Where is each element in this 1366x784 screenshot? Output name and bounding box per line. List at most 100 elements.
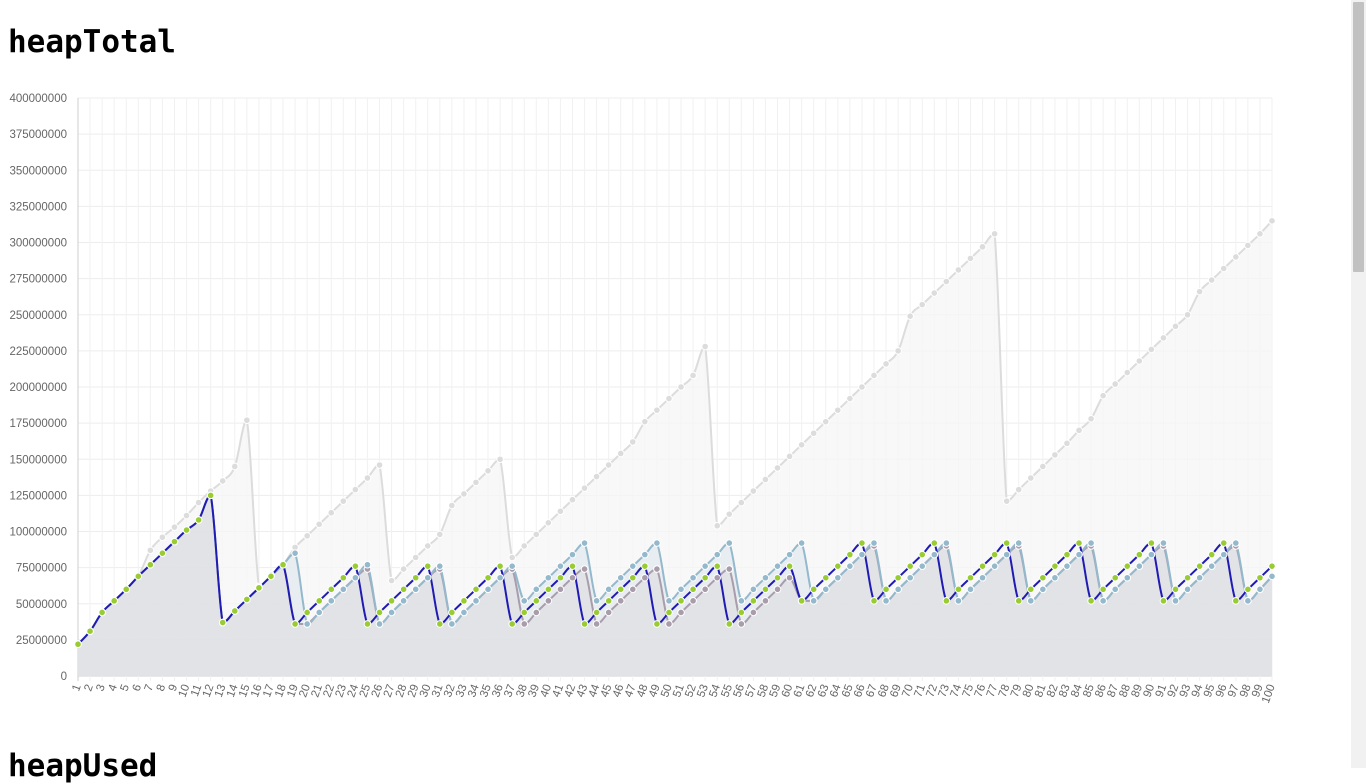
- data-point[interactable]: [580, 539, 589, 547]
- data-point[interactable]: [713, 573, 722, 582]
- data-point[interactable]: [568, 495, 577, 504]
- data-point[interactable]: [1002, 539, 1011, 547]
- data-point[interactable]: [1075, 539, 1083, 547]
- data-point[interactable]: [737, 620, 746, 628]
- data-point[interactable]: [966, 585, 975, 594]
- data-point[interactable]: [206, 491, 215, 500]
- data-point[interactable]: [894, 585, 902, 594]
- data-point[interactable]: [1195, 287, 1204, 296]
- data-point[interactable]: [797, 597, 806, 605]
- data-point[interactable]: [1014, 485, 1023, 494]
- data-point[interactable]: [375, 608, 384, 617]
- data-point[interactable]: [966, 254, 975, 263]
- data-point[interactable]: [930, 289, 939, 297]
- data-point[interactable]: [761, 475, 770, 484]
- data-point[interactable]: [580, 565, 589, 573]
- data-point[interactable]: [846, 394, 854, 403]
- data-point[interactable]: [1002, 497, 1011, 505]
- data-point[interactable]: [713, 550, 722, 559]
- data-point[interactable]: [665, 597, 673, 605]
- data-point[interactable]: [146, 546, 155, 555]
- data-point[interactable]: [821, 573, 830, 582]
- data-point[interactable]: [725, 620, 734, 628]
- data-point[interactable]: [1207, 276, 1216, 284]
- data-point[interactable]: [689, 585, 697, 594]
- data-point[interactable]: [556, 562, 565, 570]
- data-point[interactable]: [1256, 573, 1264, 582]
- data-point[interactable]: [653, 539, 661, 547]
- data-point[interactable]: [255, 584, 263, 592]
- data-point[interactable]: [978, 243, 987, 251]
- data-point[interactable]: [882, 585, 890, 594]
- data-point[interactable]: [1135, 562, 1144, 570]
- data-point[interactable]: [882, 597, 890, 605]
- data-point[interactable]: [1063, 550, 1071, 559]
- data-point[interactable]: [870, 371, 878, 380]
- data-point[interactable]: [882, 360, 890, 368]
- data-point[interactable]: [230, 462, 239, 471]
- data-point[interactable]: [737, 608, 746, 617]
- data-point[interactable]: [448, 501, 456, 510]
- data-point[interactable]: [592, 472, 601, 481]
- data-point[interactable]: [544, 585, 553, 594]
- data-point[interactable]: [604, 608, 613, 617]
- data-point[interactable]: [906, 312, 914, 320]
- data-point[interactable]: [303, 532, 311, 540]
- data-point[interactable]: [809, 429, 818, 438]
- data-point[interactable]: [230, 607, 239, 615]
- data-point[interactable]: [267, 572, 275, 581]
- data-point[interactable]: [870, 539, 878, 547]
- data-point[interactable]: [484, 467, 492, 475]
- data-point[interactable]: [1195, 562, 1204, 570]
- data-point[interactable]: [665, 608, 673, 617]
- data-point[interactable]: [544, 519, 553, 527]
- data-point[interactable]: [918, 300, 927, 309]
- data-point[interactable]: [327, 508, 336, 517]
- data-point[interactable]: [677, 608, 685, 617]
- data-point[interactable]: [1159, 334, 1168, 342]
- data-point[interactable]: [628, 562, 637, 570]
- data-point[interactable]: [363, 474, 372, 482]
- data-point[interactable]: [761, 585, 770, 594]
- data-point[interactable]: [1087, 539, 1095, 547]
- data-point[interactable]: [375, 620, 384, 628]
- data-point[interactable]: [1039, 462, 1047, 471]
- scrollbar-thumb[interactable]: [1353, 2, 1364, 272]
- data-point[interactable]: [170, 523, 179, 531]
- data-point[interactable]: [1099, 391, 1107, 400]
- data-point[interactable]: [460, 597, 468, 605]
- data-point[interactable]: [1207, 550, 1216, 559]
- data-point[interactable]: [339, 573, 348, 582]
- data-point[interactable]: [303, 608, 311, 617]
- data-point[interactable]: [1183, 573, 1192, 582]
- data-point[interactable]: [894, 347, 902, 355]
- data-point[interactable]: [387, 597, 396, 605]
- data-point[interactable]: [351, 562, 360, 570]
- data-point[interactable]: [1039, 585, 1047, 594]
- data-point[interactable]: [761, 573, 770, 582]
- data-point[interactable]: [1099, 585, 1107, 594]
- data-point[interactable]: [628, 585, 637, 594]
- data-point[interactable]: [411, 585, 420, 594]
- data-point[interactable]: [1159, 597, 1168, 605]
- data-point[interactable]: [773, 562, 782, 570]
- data-point[interactable]: [1026, 585, 1035, 594]
- data-point[interactable]: [98, 608, 106, 617]
- data-point[interactable]: [1014, 597, 1023, 605]
- data-point[interactable]: [713, 562, 722, 570]
- data-point[interactable]: [749, 608, 758, 617]
- data-point[interactable]: [532, 585, 541, 594]
- data-point[interactable]: [1051, 562, 1059, 570]
- data-point[interactable]: [1219, 539, 1228, 547]
- data-point[interactable]: [641, 550, 649, 559]
- data-point[interactable]: [1039, 573, 1047, 582]
- data-point[interactable]: [568, 573, 577, 582]
- data-point[interactable]: [1219, 264, 1228, 273]
- data-point[interactable]: [785, 562, 794, 570]
- data-point[interactable]: [641, 562, 649, 570]
- data-point[interactable]: [834, 406, 842, 414]
- data-point[interactable]: [315, 520, 324, 529]
- data-point[interactable]: [1087, 414, 1095, 423]
- data-point[interactable]: [665, 620, 673, 628]
- data-point[interactable]: [785, 452, 794, 461]
